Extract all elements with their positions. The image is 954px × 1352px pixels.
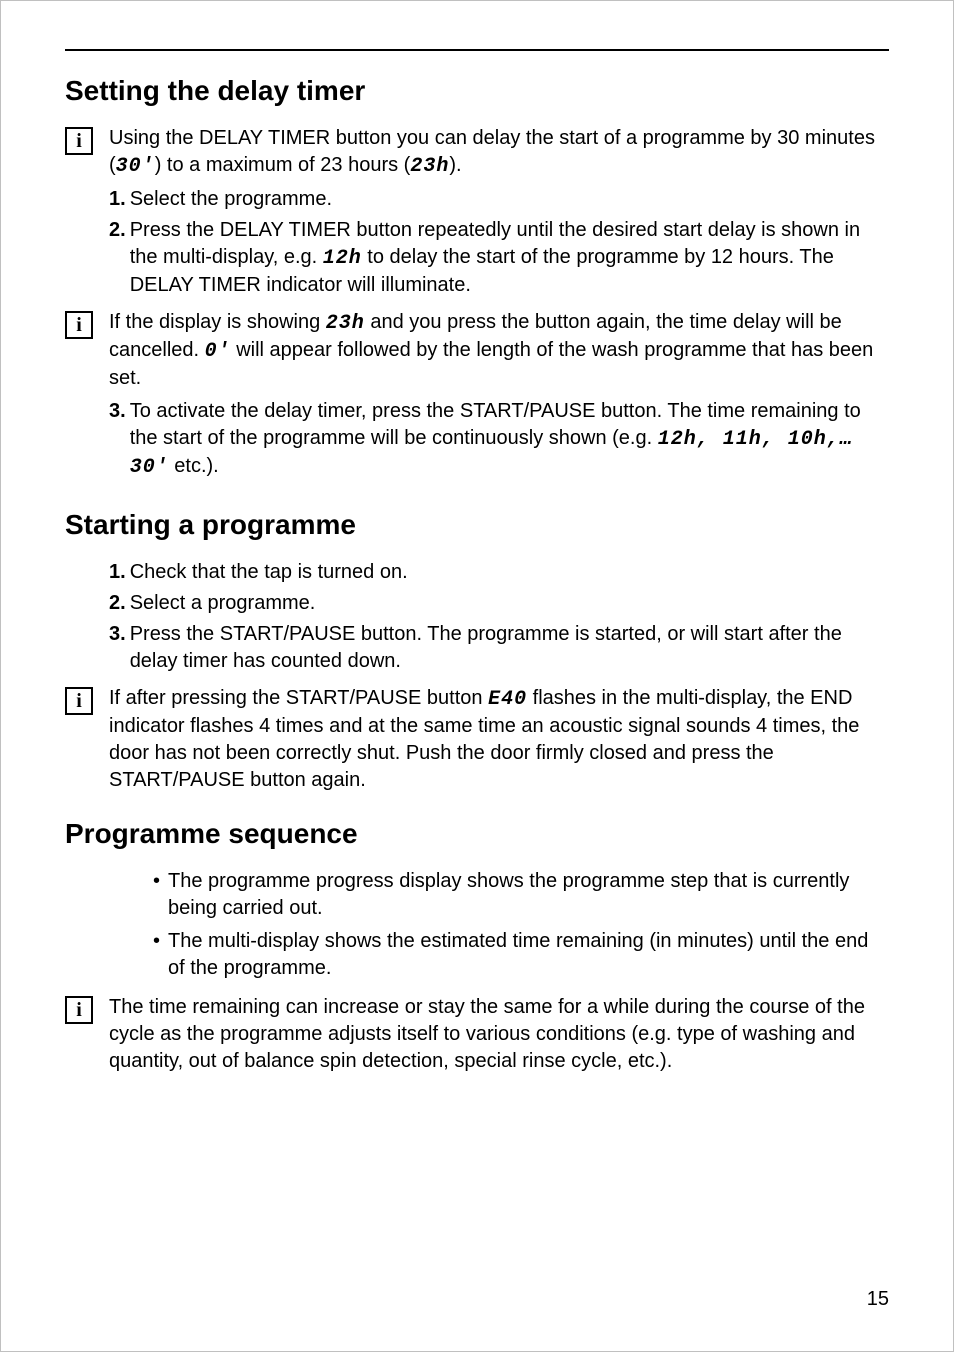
text: The programme progress display shows the… xyxy=(168,870,849,919)
content-row: i The time remaining can increase or stay… xyxy=(65,994,889,1075)
list-item-body: Check that the tap is turned on. xyxy=(130,559,408,586)
text: If after pressing the START/PAUSE button xyxy=(109,687,488,709)
text-run: Press the DELAY TIMER button repeatedly … xyxy=(130,219,860,296)
text-run: If after pressing the START/PAUSE button… xyxy=(109,687,859,791)
list-number: 3. xyxy=(109,621,126,648)
content: If the display is showing 23h and you pr… xyxy=(109,309,889,392)
gutter: i xyxy=(65,309,109,339)
list-item-body: Select a programme. xyxy=(130,590,316,617)
text-run: The multi-display shows the estimated ti… xyxy=(168,930,868,979)
bullet-icon: • xyxy=(153,868,160,895)
list-item: 2.Press the DELAY TIMER button repeatedl… xyxy=(109,217,889,299)
text: The multi-display shows the estimated ti… xyxy=(168,930,868,979)
text: ). xyxy=(449,154,461,176)
content-row: 1.Check that the tap is turned on.2.Sele… xyxy=(65,559,889,679)
top-rule xyxy=(65,49,889,51)
seven-segment-text: 23h xyxy=(410,155,449,178)
text-run: Select a programme. xyxy=(130,592,316,614)
section-title: Starting a programme xyxy=(65,509,889,541)
list-item: 1.Check that the tap is turned on. xyxy=(109,559,889,586)
text: Select the programme. xyxy=(130,188,332,210)
gutter: i xyxy=(65,685,109,715)
content: 1.Check that the tap is turned on.2.Sele… xyxy=(109,559,889,679)
info-icon: i xyxy=(65,687,93,715)
info-icon: i xyxy=(65,127,93,155)
content-row: i If after pressing the START/PAUSE butto… xyxy=(65,685,889,794)
text: The time remaining can increase or stay … xyxy=(109,996,865,1072)
content-row: i If the display is showing 23h and you p… xyxy=(65,309,889,392)
content-row: 1.Select the programme.2.Press the DELAY… xyxy=(65,186,889,303)
list-number: 2. xyxy=(109,217,126,244)
text-run: The time remaining can increase or stay … xyxy=(109,996,865,1072)
gutter xyxy=(65,398,109,400)
info-icon: i xyxy=(65,996,93,1024)
text: Select a programme. xyxy=(130,592,316,614)
text-run: Press the START/PAUSE button. The progra… xyxy=(130,623,842,672)
text-run: If the display is showing 23h and you pr… xyxy=(109,311,873,389)
seven-segment-text: 30' xyxy=(116,155,155,178)
text-run: Select the programme. xyxy=(130,188,332,210)
bulleted-list: • The programme progress display shows th… xyxy=(153,868,889,982)
text: Check that the tap is turned on. xyxy=(130,561,408,583)
text: Press the START/PAUSE button. The progra… xyxy=(130,623,842,672)
list-number: 1. xyxy=(109,186,126,213)
list-number: 1. xyxy=(109,559,126,586)
content: • The programme progress display shows th… xyxy=(109,868,889,988)
section-title: Setting the delay timer xyxy=(65,75,889,107)
list-item-body: Press the START/PAUSE button. The progra… xyxy=(130,621,889,675)
seven-segment-text: E40 xyxy=(488,688,527,711)
list-item: 3.Press the START/PAUSE button. The prog… xyxy=(109,621,889,675)
list-item-body: To activate the delay timer, press the S… xyxy=(130,398,889,481)
gutter xyxy=(65,868,109,870)
list-item-body: Select the programme. xyxy=(130,186,332,213)
list-item: • The multi-display shows the estimated t… xyxy=(153,928,889,982)
content: 3.To activate the delay timer, press the… xyxy=(109,398,889,485)
ordered-list: 3.To activate the delay timer, press the… xyxy=(109,398,889,481)
text: etc.). xyxy=(169,455,219,477)
content: 1.Select the programme.2.Press the DELAY… xyxy=(109,186,889,303)
text-run: Using the DELAY TIMER button you can del… xyxy=(109,127,875,176)
list-item-body: The programme progress display shows the… xyxy=(168,868,889,922)
list-number: 2. xyxy=(109,590,126,617)
ordered-list: 1.Check that the tap is turned on.2.Sele… xyxy=(109,559,889,675)
list-item: 1.Select the programme. xyxy=(109,186,889,213)
content-row: • The programme progress display shows th… xyxy=(65,868,889,988)
gutter xyxy=(65,559,109,561)
seven-segment-text: 23h xyxy=(326,312,365,335)
list-number: 3. xyxy=(109,398,126,425)
text: ) to a maximum of 23 hours ( xyxy=(155,154,411,176)
content-row: 3.To activate the delay timer, press the… xyxy=(65,398,889,485)
list-item: 3.To activate the delay timer, press the… xyxy=(109,398,889,481)
list-item-body: Press the DELAY TIMER button repeatedly … xyxy=(130,217,889,299)
content: The time remaining can increase or stay … xyxy=(109,994,889,1075)
text-run: Check that the tap is turned on. xyxy=(130,561,408,583)
seven-segment-text: 0' xyxy=(205,340,231,363)
gutter: i xyxy=(65,125,109,155)
info-icon: i xyxy=(65,311,93,339)
page: Setting the delay timer i Using the DELAY … xyxy=(0,0,954,1352)
section-title: Programme sequence xyxy=(65,818,889,850)
list-item: • The programme progress display shows th… xyxy=(153,868,889,922)
gutter: i xyxy=(65,994,109,1024)
page-number: 15 xyxy=(867,1288,889,1311)
gutter xyxy=(65,186,109,188)
text: If the display is showing xyxy=(109,311,326,333)
content-row: i Using the DELAY TIMER button you can de… xyxy=(65,125,889,180)
text-run: The programme progress display shows the… xyxy=(168,870,849,919)
ordered-list: 1.Select the programme.2.Press the DELAY… xyxy=(109,186,889,299)
list-item: 2.Select a programme. xyxy=(109,590,889,617)
seven-segment-text: 12h xyxy=(323,247,362,270)
bullet-icon: • xyxy=(153,928,160,955)
content: Using the DELAY TIMER button you can del… xyxy=(109,125,889,180)
content: If after pressing the START/PAUSE button… xyxy=(109,685,889,794)
list-item-body: The multi-display shows the estimated ti… xyxy=(168,928,889,982)
text-run: To activate the delay timer, press the S… xyxy=(130,400,861,477)
sections-root: Setting the delay timer i Using the DELAY … xyxy=(65,75,889,1075)
